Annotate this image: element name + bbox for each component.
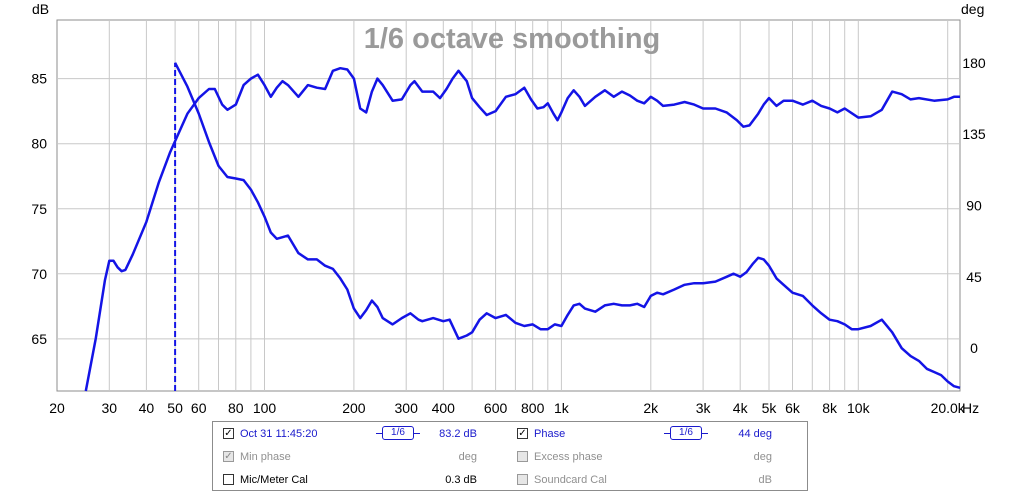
- y-right-tick-label: 135: [962, 126, 986, 142]
- frequency-response-chart: dB deg Hz 1/6 octave smoothing 20 30 40 50 6…: [31, 1, 986, 416]
- x-tick-label: 60: [191, 400, 207, 416]
- x-tick-label: 3k: [696, 400, 712, 416]
- x-tick-label: 1k: [554, 400, 570, 416]
- x-tick-labels: 20 30 40 50 60 80 100 200 300 400 600 800 1k 2k 3k 4k 5k…: [49, 400, 966, 416]
- excess-phase-value: deg: [753, 451, 772, 463]
- y-left-tick-labels: 65 70 75 80 85: [31, 71, 47, 347]
- y-right-tick-label: 90: [966, 198, 982, 214]
- y-left-tick-label: 85: [31, 71, 47, 87]
- y-left-tick-label: 75: [31, 201, 47, 217]
- soundcard-cal-label: Soundcard Cal: [534, 474, 607, 486]
- phase-trace-name: Phase: [534, 428, 566, 440]
- grid-lines: [57, 20, 960, 391]
- x-tick-label: 50: [167, 400, 183, 416]
- x-tick-label: 100: [253, 400, 277, 416]
- y-left-tick-label: 70: [31, 266, 47, 282]
- phase-curve: [173, 62, 961, 390]
- x-axis-unit: Hz: [962, 400, 979, 416]
- y-right-tick-label: 180: [962, 55, 986, 71]
- left-axis-unit: dB: [32, 1, 49, 17]
- x-tick-label: 800: [521, 400, 545, 416]
- spl-checkbox[interactable]: ✓: [223, 428, 234, 439]
- x-tick-label: 400: [432, 400, 456, 416]
- x-tick-label: 4k: [733, 400, 749, 416]
- spl-trace-name: Oct 31 11:45:20: [240, 428, 318, 440]
- legend-panel: ✓ Oct 31 11:45:20 1/6 83.2 dB ✓ Phase 1/…: [212, 421, 808, 491]
- x-tick-label: 20: [49, 400, 65, 416]
- excess-phase-label: Excess phase: [534, 451, 603, 463]
- phase-checkbox[interactable]: ✓: [517, 428, 528, 439]
- x-tick-label: 40: [139, 400, 155, 416]
- legend-row-cal: Mic/Meter Cal 0.3 dB Soundcard Cal dB: [213, 470, 807, 490]
- x-tick-label: 200: [342, 400, 366, 416]
- phase-smoothing-button[interactable]: 1/6: [664, 426, 708, 440]
- excess-phase-checkbox[interactable]: [517, 451, 528, 462]
- soundcard-cal-checkbox[interactable]: [517, 474, 528, 485]
- spl-smoothing-button[interactable]: 1/6: [376, 426, 420, 440]
- x-tick-label: 300: [395, 400, 419, 416]
- chart-title: 1/6 octave smoothing: [364, 23, 661, 55]
- right-axis-unit: deg: [961, 1, 984, 17]
- min-phase-value: deg: [458, 451, 477, 463]
- plot-area: [56, 19, 961, 392]
- y-right-tick-labels: 0 45 90 135 180: [962, 55, 986, 356]
- spl-value: 83.2 dB: [439, 428, 477, 440]
- x-tick-label: 5k: [762, 400, 778, 416]
- x-tick-label: 2k: [643, 400, 659, 416]
- x-tick-label: 30: [102, 400, 118, 416]
- y-left-tick-label: 80: [31, 136, 47, 152]
- x-tick-label: 8k: [822, 400, 838, 416]
- x-tick-label: 600: [484, 400, 508, 416]
- y-right-tick-label: 45: [966, 269, 982, 285]
- legend-row-min-phase: ✓ Min phase deg Excess phase deg: [213, 447, 807, 467]
- soundcard-cal-value: dB: [758, 474, 772, 486]
- mic-cal-checkbox[interactable]: [223, 474, 234, 485]
- x-tick-label: 80: [228, 400, 244, 416]
- phase-value: 44 deg: [738, 428, 772, 440]
- legend-row-spl: ✓ Oct 31 11:45:20 1/6 83.2 dB ✓ Phase 1/…: [213, 424, 807, 444]
- y-left-tick-label: 65: [31, 331, 47, 347]
- x-tick-label: 20.0k: [931, 400, 966, 416]
- min-phase-label: Min phase: [240, 451, 291, 463]
- y-right-tick-label: 0: [970, 340, 978, 356]
- spl-curve: [84, 66, 960, 392]
- min-phase-checkbox[interactable]: ✓: [223, 451, 234, 462]
- x-tick-label: 6k: [785, 400, 801, 416]
- x-tick-label: 10k: [847, 400, 871, 416]
- mic-cal-label: Mic/Meter Cal: [240, 474, 308, 486]
- mic-cal-value: 0.3 dB: [445, 474, 477, 486]
